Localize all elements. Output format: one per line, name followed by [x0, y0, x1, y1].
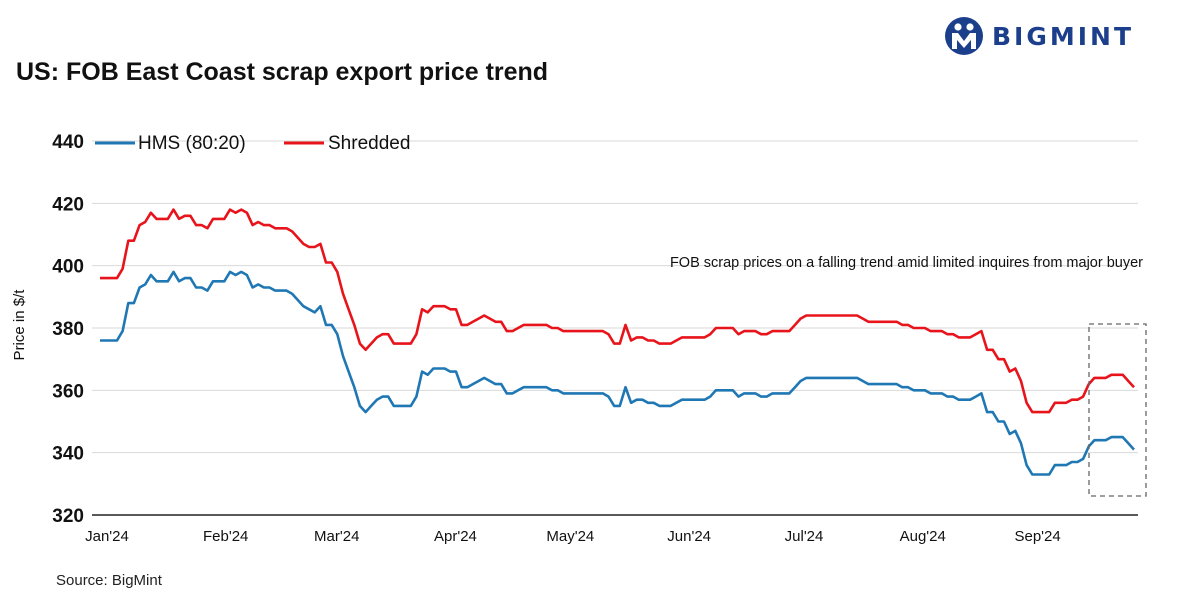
chart-annotation: FOB scrap prices on a falling trend amid… [670, 255, 1143, 271]
x-tick-label: Jul'24 [785, 528, 824, 545]
y-tick-label: 380 [52, 319, 84, 340]
legend-label: Shredded [328, 133, 410, 154]
grid-lines [92, 140, 1138, 454]
legend: HMS (80:20) Shredded [95, 133, 410, 154]
x-tick-label: Feb'24 [203, 528, 248, 545]
x-tick-label: Apr'24 [434, 528, 477, 545]
x-tick-label: Mar'24 [314, 528, 359, 545]
brand-logo: BIGMINT [944, 14, 1134, 58]
y-tick-label: 420 [52, 194, 84, 215]
series-line-hms [100, 270, 1135, 476]
source-note: Source: BigMint [56, 572, 162, 589]
bigmint-logo-icon [945, 17, 983, 55]
x-axis-ticks: Jan'24 Feb'24 Mar'24 Apr'24 May'24 Jun'24 Jul'… [85, 528, 1061, 545]
series-lines [100, 208, 1135, 476]
x-tick-label: Jun'24 [667, 528, 711, 545]
y-tick-label: 320 [52, 506, 84, 527]
highlight-box [1088, 323, 1147, 497]
y-axis-label: Price in $/t [11, 289, 28, 361]
y-tick-label: 340 [52, 444, 84, 465]
brand-name: BIGMINT [992, 21, 1135, 51]
x-tick-label: Jan'24 [85, 528, 129, 545]
x-tick-label: May'24 [546, 528, 594, 545]
series-line-shredded [100, 208, 1135, 414]
x-tick-label: Aug'24 [900, 528, 946, 545]
x-tick-label: Sep'24 [1014, 528, 1060, 545]
legend-label: HMS (80:20) [138, 133, 246, 154]
y-tick-label: 360 [52, 381, 84, 402]
chart-title: US: FOB East Coast scrap export price tr… [16, 58, 549, 86]
y-axis-ticks: 320 340 360 380 400 420 440 [52, 132, 84, 527]
y-tick-label: 400 [52, 257, 84, 278]
y-tick-label: 440 [52, 132, 84, 153]
